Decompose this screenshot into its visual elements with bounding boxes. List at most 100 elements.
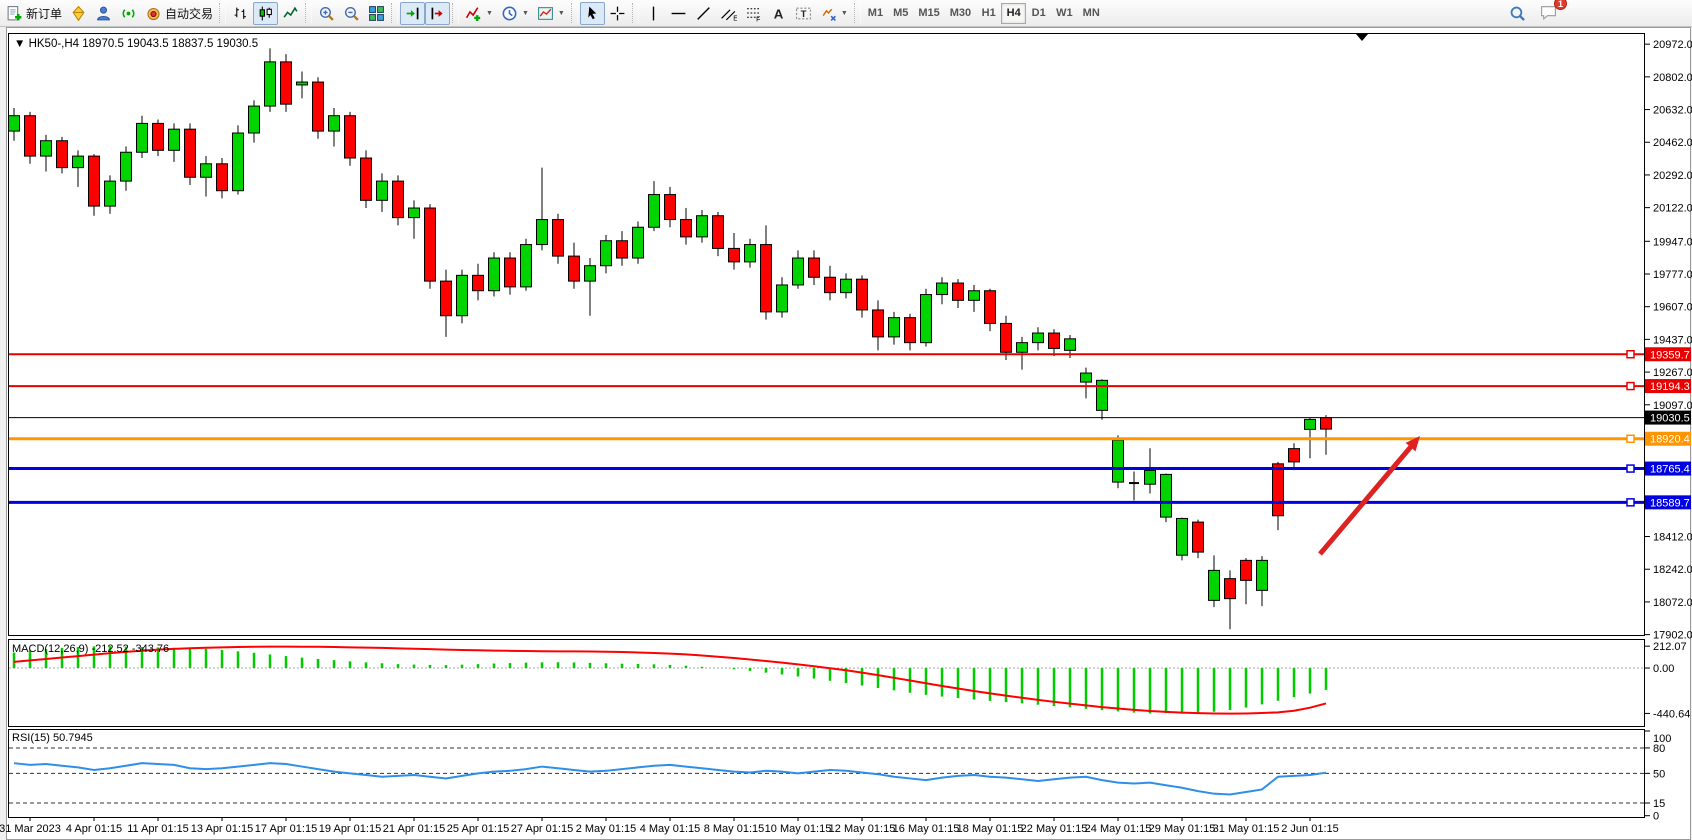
chart-bars-icon	[232, 5, 249, 22]
templates-button[interactable]: ▼	[533, 2, 569, 25]
time-tick-label: 22 May 01:15	[1021, 823, 1088, 835]
candle	[1048, 332, 1060, 349]
time-tick-label: 10 May 01:15	[765, 823, 832, 835]
candle	[888, 317, 900, 338]
template-icon	[537, 5, 554, 22]
new-order-icon	[6, 5, 23, 22]
auto-scroll-button[interactable]	[400, 1, 426, 25]
candle	[696, 215, 708, 238]
chart-candles-button[interactable]	[253, 1, 279, 25]
price-level-badge	[1645, 410, 1691, 425]
candle	[8, 115, 20, 132]
line-anchor-marker[interactable]	[1626, 381, 1635, 391]
candle	[440, 280, 452, 317]
fibonacci-button[interactable]: F	[741, 2, 766, 25]
macd-signal-line	[13, 645, 1327, 715]
line-anchor-marker[interactable]	[1626, 464, 1635, 473]
timeframe-button-M1[interactable]: M1	[863, 3, 888, 24]
periods-button[interactable]: ▼	[497, 2, 533, 25]
macd-tick-label: 212.07	[1653, 641, 1687, 653]
fib-icon: F	[745, 5, 762, 22]
zoom-in-button[interactable]	[314, 2, 339, 25]
chart-shift-marker[interactable]	[1356, 34, 1368, 41]
macd-label: MACD(12,26,9) -212.52 -343.76	[12, 643, 169, 655]
time-tick-label: 27 Apr 01:15	[511, 823, 573, 835]
horizontal-line-button[interactable]	[666, 2, 691, 25]
chart-line-button[interactable]	[278, 2, 303, 25]
svg-text:E: E	[733, 15, 737, 22]
price-level-badge	[1645, 379, 1691, 394]
candle	[1112, 439, 1124, 483]
chart-canvas[interactable]: 19359.7 19194.3 19030.5 18920.4 18765.4 18589…	[0, 27, 1692, 840]
candle	[632, 226, 644, 259]
candle	[264, 61, 276, 107]
toolbar-separator	[391, 3, 399, 23]
price-tick-label: 20632.0	[1653, 105, 1692, 117]
channel-icon: E	[720, 5, 737, 22]
equidistant-channel-button[interactable]: E	[716, 2, 741, 25]
signals-button[interactable]	[116, 2, 141, 25]
timeframe-button-H1[interactable]: H1	[976, 3, 1001, 24]
candle	[616, 240, 628, 259]
candle	[56, 140, 68, 169]
price-tick-label: 18412.0	[1653, 532, 1692, 544]
vline-icon	[645, 5, 662, 22]
timeframe-button-M30[interactable]: M30	[945, 3, 976, 24]
autotrading-button[interactable]: 自动交易	[141, 2, 217, 25]
candles-layer	[8, 48, 1332, 630]
candle	[1256, 559, 1268, 591]
price-level-badge-label: 19194.3	[1650, 381, 1690, 393]
candle	[184, 128, 196, 178]
time-tick-label: 17 Apr 01:15	[255, 823, 317, 835]
candle	[296, 81, 308, 86]
macd-pane[interactable]	[8, 639, 1645, 727]
trendline-button[interactable]	[691, 2, 716, 25]
time-tick-label: 31 May 01:15	[1213, 823, 1280, 835]
candle	[728, 247, 740, 263]
arrows-button[interactable]: ▼	[816, 2, 852, 25]
candle	[152, 122, 164, 151]
candle	[600, 240, 612, 267]
text-label-button[interactable]: T	[791, 2, 816, 25]
toolbar-separator	[631, 3, 639, 23]
crosshair-button[interactable]	[605, 2, 630, 25]
timeframe-button-W1[interactable]: W1	[1051, 3, 1078, 24]
timeframe-button-H4[interactable]: H4	[1001, 2, 1027, 24]
candle	[840, 278, 852, 294]
trend-arrow-annotation[interactable]	[1318, 436, 1420, 556]
time-tick-label: 2 May 01:15	[576, 823, 637, 835]
chart-bars-button[interactable]	[228, 2, 253, 25]
rsi-pane[interactable]	[8, 729, 1645, 818]
candle	[40, 140, 52, 157]
candle	[1064, 338, 1076, 351]
tile-windows-button[interactable]	[364, 2, 389, 25]
candle	[952, 282, 964, 301]
price-tick-label: 20972.0	[1653, 39, 1692, 51]
candle	[360, 157, 372, 201]
candle	[904, 317, 916, 344]
candle	[1144, 469, 1156, 485]
zoom-out-button[interactable]	[339, 2, 364, 25]
line-anchor-marker[interactable]	[1626, 350, 1635, 359]
timeframe-button-MN[interactable]: MN	[1078, 3, 1105, 24]
indicators-button[interactable]: ▼	[461, 2, 497, 25]
new-order-button[interactable]: 新订单	[2, 2, 66, 25]
timeframe-button-D1[interactable]: D1	[1026, 3, 1051, 24]
profile-button[interactable]	[91, 2, 116, 25]
candle	[1240, 559, 1252, 581]
timeframe-button-M5[interactable]: M5	[888, 3, 913, 24]
vertical-line-button[interactable]	[641, 2, 666, 25]
line-anchor-marker[interactable]	[1626, 434, 1635, 443]
timeframe-button-M15[interactable]: M15	[913, 3, 944, 24]
line-anchor-marker[interactable]	[1626, 498, 1635, 507]
text-button[interactable]: A	[766, 2, 791, 25]
chart-shift-button[interactable]	[425, 1, 451, 25]
cursor-button[interactable]	[579, 1, 605, 25]
tip-of-day-button[interactable]	[66, 2, 91, 25]
label-t-icon: T	[795, 5, 812, 22]
candle	[104, 180, 116, 207]
chart-plot-area[interactable]	[8, 33, 1645, 636]
search-button[interactable]	[1505, 2, 1530, 25]
candle	[312, 81, 324, 132]
toolbar-separator	[452, 3, 460, 23]
